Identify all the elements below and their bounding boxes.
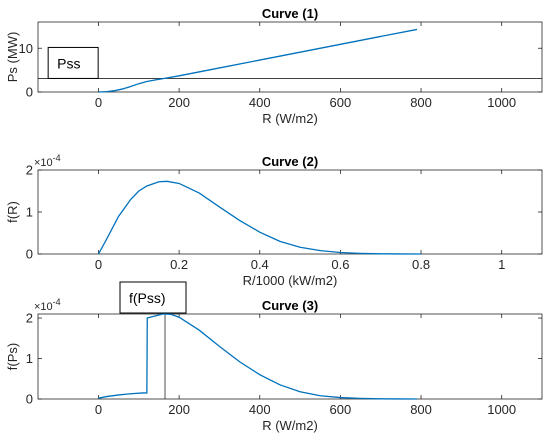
x-tick-label: 0 [95, 257, 102, 272]
x-tick-label: 1 [498, 257, 505, 272]
annotation-label: f(Pss) [129, 290, 166, 306]
x-tick-label: 800 [410, 402, 432, 417]
x-tick-label: 0.8 [412, 257, 430, 272]
axes-frame [37, 169, 543, 255]
panel-curve-1: 0 200 400 600 800 1000 0 10 Curve (1) R (W/m2) Ps … [5, 6, 543, 126]
y-tick-label: 10 [19, 41, 33, 56]
y-tick-label: 2 [26, 163, 33, 178]
x-tick-label: 0.6 [331, 257, 349, 272]
x-tick-label: 800 [410, 95, 432, 110]
x-tick-label: 600 [330, 95, 352, 110]
x-tick-label: 0.4 [251, 257, 269, 272]
y-exponent-label: ×10-4 [34, 153, 61, 169]
y-exponent-label: ×10-4 [34, 297, 61, 313]
chart-title: Curve (3) [262, 298, 318, 313]
annotation-box [47, 46, 99, 79]
y-axis-label: f(Ps) [5, 343, 20, 370]
annotation-box [119, 281, 187, 314]
y-tick-label: 0 [26, 392, 33, 407]
x-tick-label: 200 [168, 95, 190, 110]
y-tick-label: 0 [26, 247, 33, 262]
series-line [97, 180, 422, 255]
x-axis-label: R/1000 (kW/m2) [243, 273, 338, 288]
y-exponent-power: -4 [53, 153, 61, 163]
x-tick-label: 400 [249, 95, 271, 110]
x-tick-label: 200 [168, 402, 190, 417]
y-tick-label: 1 [26, 205, 33, 220]
series-line [98, 28, 418, 93]
y-tick-label: 0 [26, 85, 33, 100]
x-tick-label: 0.2 [170, 257, 188, 272]
x-tick-label: 1000 [487, 95, 516, 110]
x-tick-label: 400 [249, 402, 271, 417]
x-tick-label: 600 [330, 402, 352, 417]
y-axis-label: Ps (MW) [5, 32, 20, 83]
chart-title: Curve (1) [262, 6, 318, 21]
y-axis-label: f(R) [5, 201, 20, 223]
y-tick-label: 2 [26, 311, 33, 326]
y-tick-label: 1 [26, 351, 33, 366]
y-exponent-power: -4 [53, 297, 61, 307]
chart-title: Curve (2) [262, 154, 318, 169]
panel-curve-2: 0 0.2 0.4 0.6 0.8 1 0 1 2 ×10-4 Curve (2) R/1000 (k… [5, 153, 543, 288]
x-tick-label: 0 [95, 402, 102, 417]
axes-frame [37, 21, 543, 93]
series-line [98, 313, 418, 400]
annotation-label: Pss [57, 55, 80, 71]
panel-curve-3: 0 200 400 600 800 1000 0 1 2×10-4 Curve (3) R (W/m… [5, 281, 543, 433]
x-tick-label: 1000 [487, 402, 516, 417]
x-axis-label: R (W/m2) [262, 418, 318, 433]
x-axis-label: R (W/m2) [262, 111, 318, 126]
axes-frame [37, 313, 543, 400]
x-tick-label: 0 [95, 95, 102, 110]
